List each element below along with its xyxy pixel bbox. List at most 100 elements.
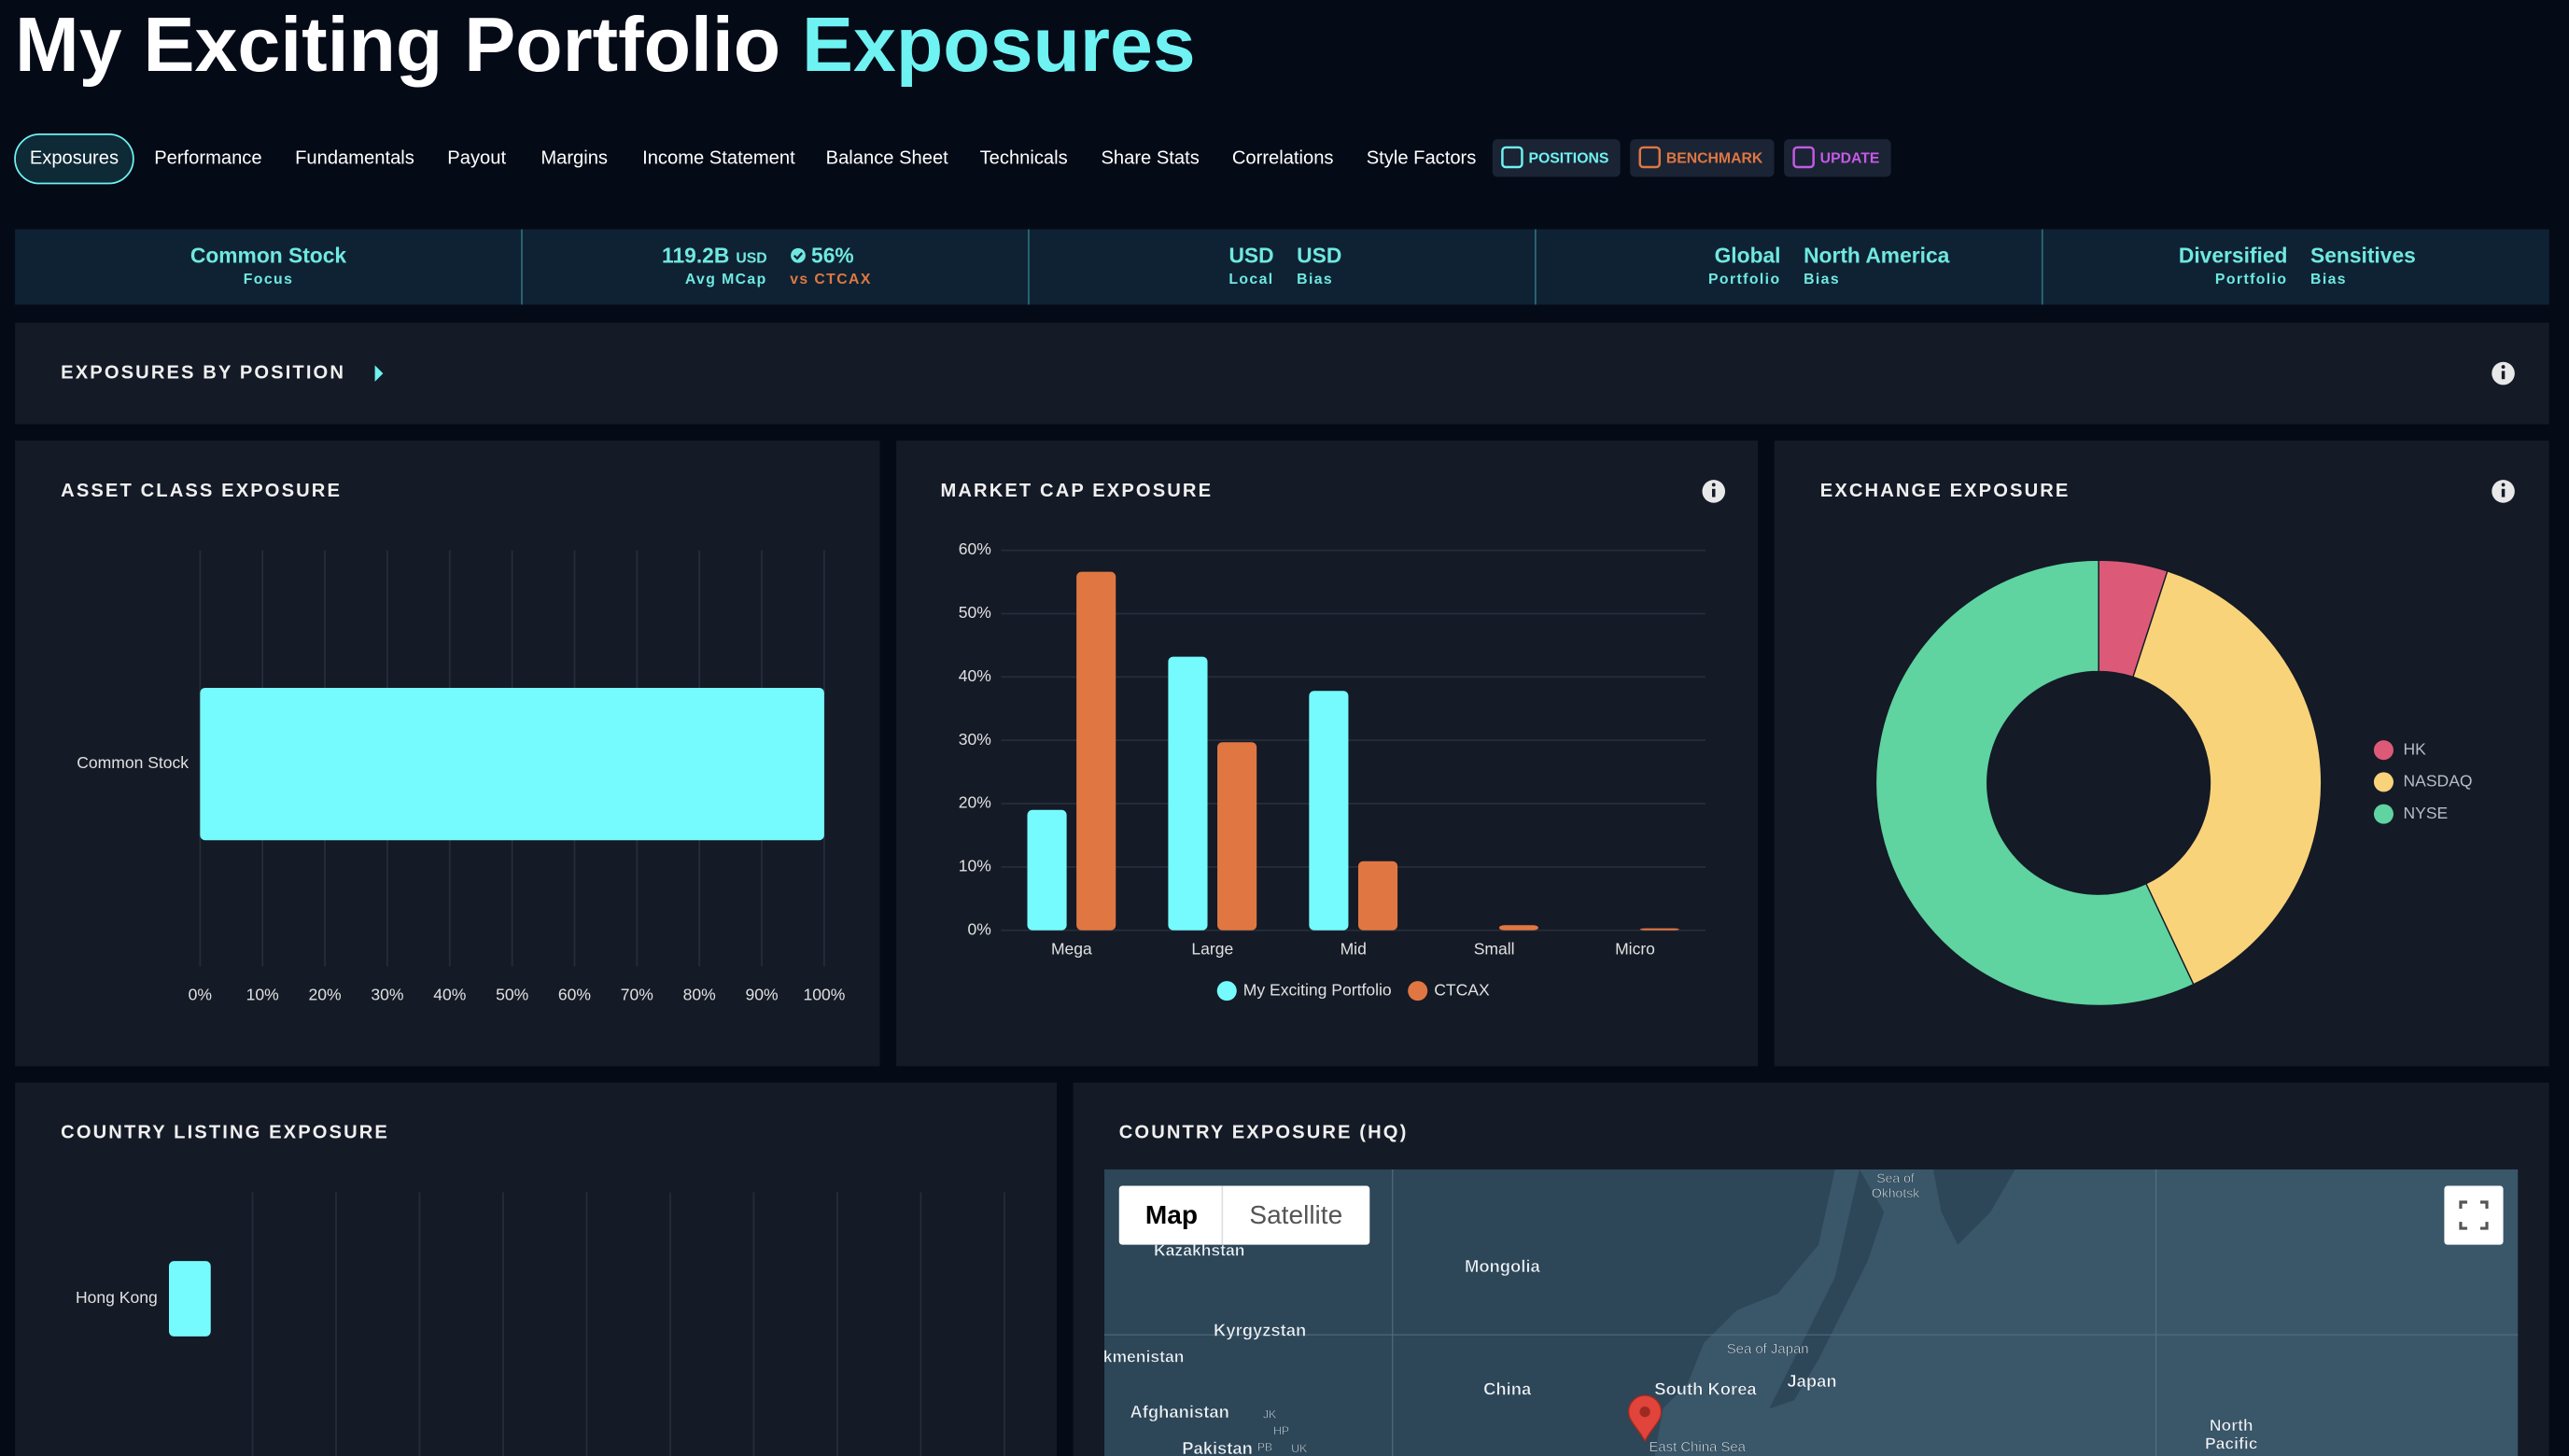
tab[interactable]: Balance Sheet — [826, 148, 949, 169]
tab[interactable]: Technicals — [980, 148, 1068, 169]
legend-label[interactable]: My Exciting Portfolio — [1243, 980, 1392, 999]
summary-label: Portfolio — [2215, 272, 2288, 287]
action-button-icon — [1501, 146, 1523, 169]
map-label: kmenistan — [1103, 1347, 1185, 1365]
info-icon-stem — [1711, 488, 1716, 497]
y-tick-label: 40% — [959, 666, 991, 685]
tab[interactable]: Exposures — [30, 148, 119, 169]
x-tick-label: Large — [1191, 939, 1233, 958]
action-button-bg[interactable] — [1492, 139, 1621, 177]
bar — [1168, 656, 1208, 931]
y-tick-label: 20% — [959, 793, 991, 812]
check-mark — [793, 252, 804, 260]
summary-label: Focus — [244, 272, 294, 287]
page-title-highlight: Exposures — [802, 2, 1196, 88]
map-label: South Korea — [1654, 1379, 1757, 1399]
action-button-label[interactable]: BENCHMARK — [1666, 150, 1763, 166]
map-label: Afghanistan — [1130, 1402, 1229, 1421]
panel — [15, 322, 2549, 425]
legend-item[interactable]: CTCAX — [1408, 980, 1490, 1001]
x-tick-label: 40% — [433, 986, 466, 1004]
x-tick-label: 90% — [746, 986, 779, 1004]
legend-item[interactable]: My Exciting Portfolio — [1216, 980, 1392, 1001]
map-mode[interactable]: Satellite — [1249, 1200, 1342, 1229]
map-marker-dot — [1639, 1407, 1650, 1418]
summary-value: USD — [1297, 244, 1341, 268]
summary-label: Bias — [1804, 272, 1840, 287]
y-tick-label: 50% — [959, 603, 991, 622]
summary-value: Diversified — [2179, 244, 2288, 268]
y-tick-label: Hong Kong — [76, 1288, 158, 1307]
summary-bar — [15, 229, 2549, 305]
bar — [1309, 691, 1349, 931]
bar — [200, 688, 824, 841]
map-label: HP — [1273, 1424, 1289, 1437]
tab-active-pill[interactable] — [14, 133, 134, 185]
map-label: Pacific — [2205, 1434, 2258, 1452]
y-tick-label: 10% — [959, 857, 991, 875]
tab[interactable]: Correlations — [1232, 148, 1334, 169]
map-mode-toggle[interactable] — [1118, 1185, 1370, 1245]
legend-swatch[interactable] — [2373, 804, 2394, 824]
donut-slice — [1874, 559, 2195, 1007]
map-label: North — [2210, 1416, 2253, 1435]
panel-title: EXCHANGE EXPOSURE — [1820, 481, 2071, 501]
x-tick-label: 80% — [683, 986, 716, 1004]
map-label: Japan — [1787, 1371, 1836, 1391]
tab[interactable]: Performance — [154, 148, 261, 169]
map-label: Okhotsk — [1872, 1185, 1920, 1200]
summary-value: USD — [1228, 244, 1273, 268]
y-tick-label: 0% — [968, 919, 991, 938]
info-icon-dot — [2501, 483, 2506, 487]
summary-label: Local — [1228, 272, 1273, 287]
x-tick-label: 100% — [803, 986, 845, 1004]
map-label: PB — [1257, 1440, 1272, 1453]
map-marker[interactable] — [1627, 1394, 1663, 1443]
expand-arrow[interactable] — [374, 365, 384, 382]
tab[interactable]: Share Stats — [1101, 148, 1199, 169]
action-button-label[interactable]: UPDATE — [1820, 150, 1880, 166]
summary-label: Avg MCap — [685, 272, 767, 287]
tab[interactable]: Style Factors — [1367, 148, 1477, 169]
legend-label[interactable]: HK — [2404, 739, 2427, 758]
legend-label[interactable]: NYSE — [2404, 804, 2449, 822]
action-button-label[interactable]: POSITIONS — [1528, 150, 1608, 166]
tab[interactable]: Fundamentals — [295, 148, 414, 169]
action-button-icon — [1792, 146, 1815, 169]
action-button[interactable]: BENCHMARK — [1630, 139, 1775, 177]
page-title: My Exciting Portfolio — [15, 2, 780, 88]
fullscreen-button[interactable] — [2444, 1185, 2504, 1245]
bar — [1027, 809, 1067, 931]
map-land — [1932, 1169, 2015, 1245]
x-tick-label: 30% — [371, 986, 403, 1004]
action-button[interactable]: UPDATE — [1784, 139, 1891, 177]
action-button[interactable]: POSITIONS — [1492, 139, 1621, 177]
legend-label[interactable]: NASDAQ — [2404, 772, 2473, 791]
legend-swatch[interactable] — [2373, 772, 2394, 792]
tab[interactable]: Income Statement — [642, 148, 795, 169]
map-label: Mongolia — [1465, 1256, 1541, 1276]
map-mode[interactable]: Map — [1145, 1200, 1198, 1229]
summary-label: vs CTCAX — [790, 272, 872, 287]
action-button-bg[interactable] — [1630, 139, 1775, 177]
info-icon-dot — [1711, 483, 1716, 487]
fullscreen-icon — [2459, 1200, 2489, 1230]
summary-label: Bias — [2310, 272, 2347, 287]
tab[interactable]: Margins — [540, 148, 608, 169]
map-label: Kazakhstan — [1154, 1240, 1244, 1259]
x-tick-label: Micro — [1615, 939, 1655, 958]
panel-title: COUNTRY LISTING EXPOSURE — [61, 1123, 389, 1143]
panel-title: EXPOSURES BY POSITION — [61, 362, 345, 383]
map-label: Sea of — [1876, 1170, 1915, 1185]
x-tick-label: 60% — [558, 986, 591, 1004]
map-label: JK — [1263, 1407, 1277, 1421]
legend-swatch[interactable] — [2373, 740, 2394, 761]
summary-label: Bias — [1297, 272, 1333, 287]
y-tick-label: 60% — [959, 539, 991, 558]
legend-label[interactable]: CTCAX — [1434, 980, 1490, 999]
map-label: Sea of Japan — [1727, 1342, 1809, 1357]
tab[interactable]: Payout — [447, 148, 506, 169]
x-tick-label: Mega — [1051, 939, 1092, 958]
